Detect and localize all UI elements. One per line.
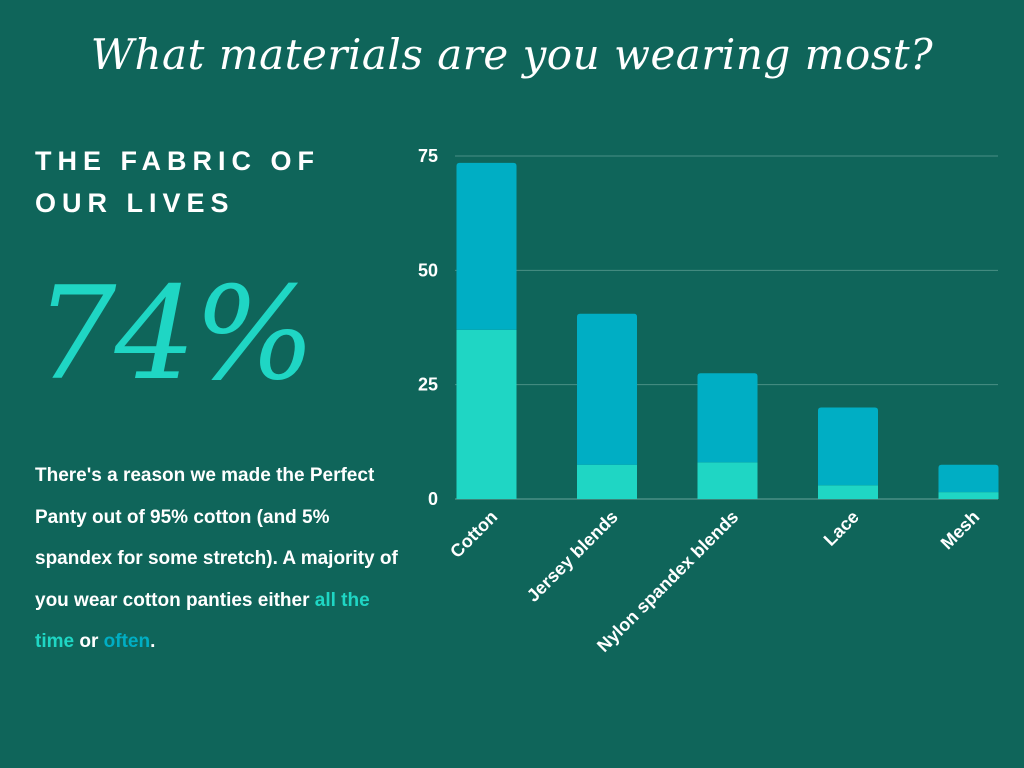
y-tick-label: 75 <box>418 146 438 166</box>
body-text-part-3: . <box>150 631 156 652</box>
kicker-line-2: OUR LIVES <box>35 188 235 218</box>
x-axis-label-mesh: Mesh <box>937 507 984 554</box>
x-axis-label-cotton: Cotton <box>446 507 501 562</box>
bar-segment-mesh-0 <box>938 492 999 499</box>
bar-segment-cotton-1 <box>456 162 517 330</box>
highlight-often: often <box>103 631 151 652</box>
bar-segment-jersey-blends-0 <box>577 464 637 499</box>
y-tick-label: 0 <box>428 489 438 509</box>
x-axis-label-lace: Lace <box>820 507 863 550</box>
body-text-part-2: or <box>74 631 104 652</box>
bar-segment-lace-1 <box>818 407 878 486</box>
bars <box>456 162 999 499</box>
body-paragraph: There's a reason we made the Perfect Pan… <box>35 455 410 663</box>
bar-segment-cotton-0 <box>456 329 517 499</box>
x-axis-label-jersey-blends: Jersey blends <box>523 507 622 606</box>
bar-segment-jersey-blends-1 <box>577 313 637 465</box>
bar-segment-mesh-1 <box>938 464 999 493</box>
chart-title: What materials are you wearing most? <box>90 30 934 79</box>
y-tick-label: 50 <box>418 260 438 280</box>
y-tick-label: 25 <box>418 375 438 395</box>
highlight-all-the-time: all the time <box>35 589 370 653</box>
left-panel: THE FABRIC OF OUR LIVES 74% There's a re… <box>35 140 415 652</box>
bar-segment-nylon-spandex-blends-1 <box>697 373 758 463</box>
bar-segment-lace-0 <box>818 485 878 499</box>
body-text-part-1: There's a reason we made the Perfect Pan… <box>35 465 398 611</box>
headline-stat: 74% <box>35 260 315 409</box>
y-axis-ticks: 0 25 50 75 <box>418 146 438 509</box>
bar-segment-nylon-spandex-blends-0 <box>697 462 758 499</box>
kicker-heading: THE FABRIC OF OUR LIVES <box>35 140 415 224</box>
kicker-line-1: THE FABRIC OF <box>35 146 320 176</box>
x-axis-label-nylon-spandex-blends: Nylon spandex blends <box>593 507 742 656</box>
